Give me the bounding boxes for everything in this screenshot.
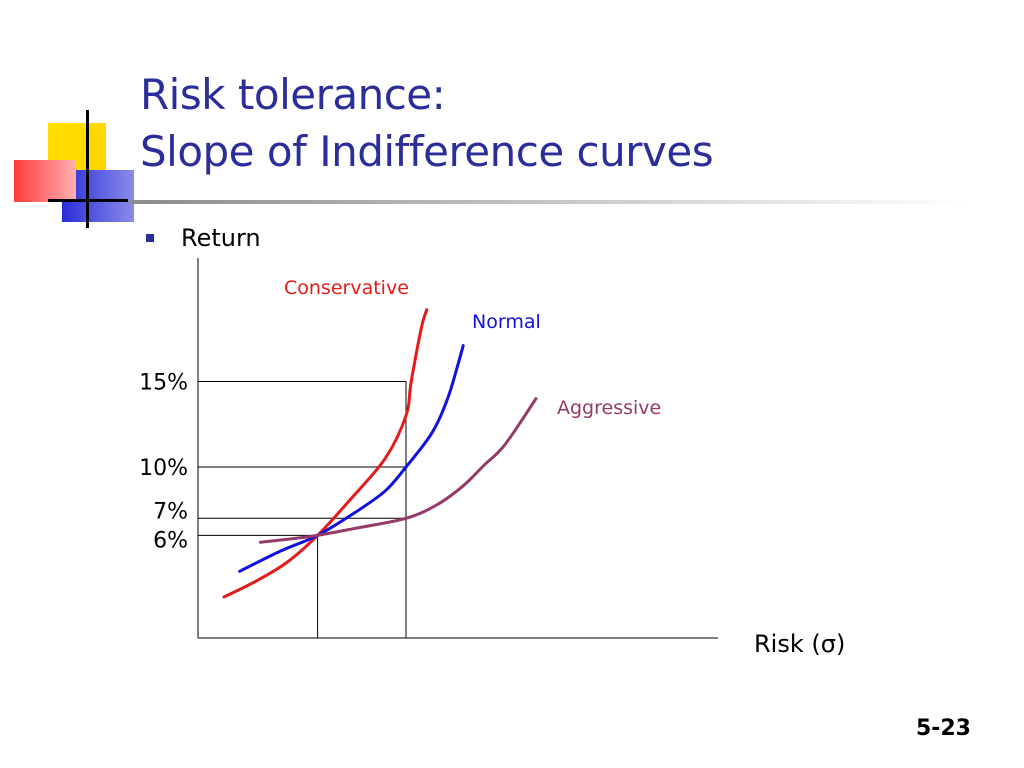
series-label-conservative: Conservative: [284, 277, 409, 299]
x-axis-label: Risk (σ): [754, 630, 845, 658]
curves: [222, 308, 538, 599]
slide-number: 5-23: [915, 716, 971, 741]
curve-conservative: [222, 308, 429, 599]
series-label-aggressive: Aggressive: [557, 397, 661, 419]
slide-title: Risk tolerance: Slope of Indifference cu…: [140, 66, 714, 180]
title-underline: [130, 200, 970, 204]
series-label-normal: Normal: [472, 311, 541, 333]
decor-vline: [86, 110, 89, 228]
corner-decoration: [14, 110, 134, 228]
decor-red-square: [14, 160, 76, 202]
y-axis-label: Return: [181, 224, 261, 252]
y-tick-label-3: 6%: [153, 528, 188, 553]
y-tick-label-2: 7%: [153, 499, 188, 524]
axes: [197, 258, 718, 639]
series-labels: Conservative Normal Aggressive: [284, 277, 661, 419]
y-tick-labels: 15% 10% 7% 6%: [139, 371, 188, 554]
reference-lines: [198, 381, 407, 638]
decor-hline: [48, 199, 128, 202]
bullet-square-icon: [146, 234, 154, 242]
curve-normal: [238, 344, 465, 573]
y-tick-label-1: 10%: [139, 456, 188, 481]
curve-aggressive: [258, 397, 538, 544]
y-tick-label-0: 15%: [139, 371, 188, 396]
title-line-1: Risk tolerance:: [140, 70, 446, 119]
bullet-item: Return: [146, 224, 261, 252]
title-line-2: Slope of Indifference curves: [140, 127, 714, 176]
